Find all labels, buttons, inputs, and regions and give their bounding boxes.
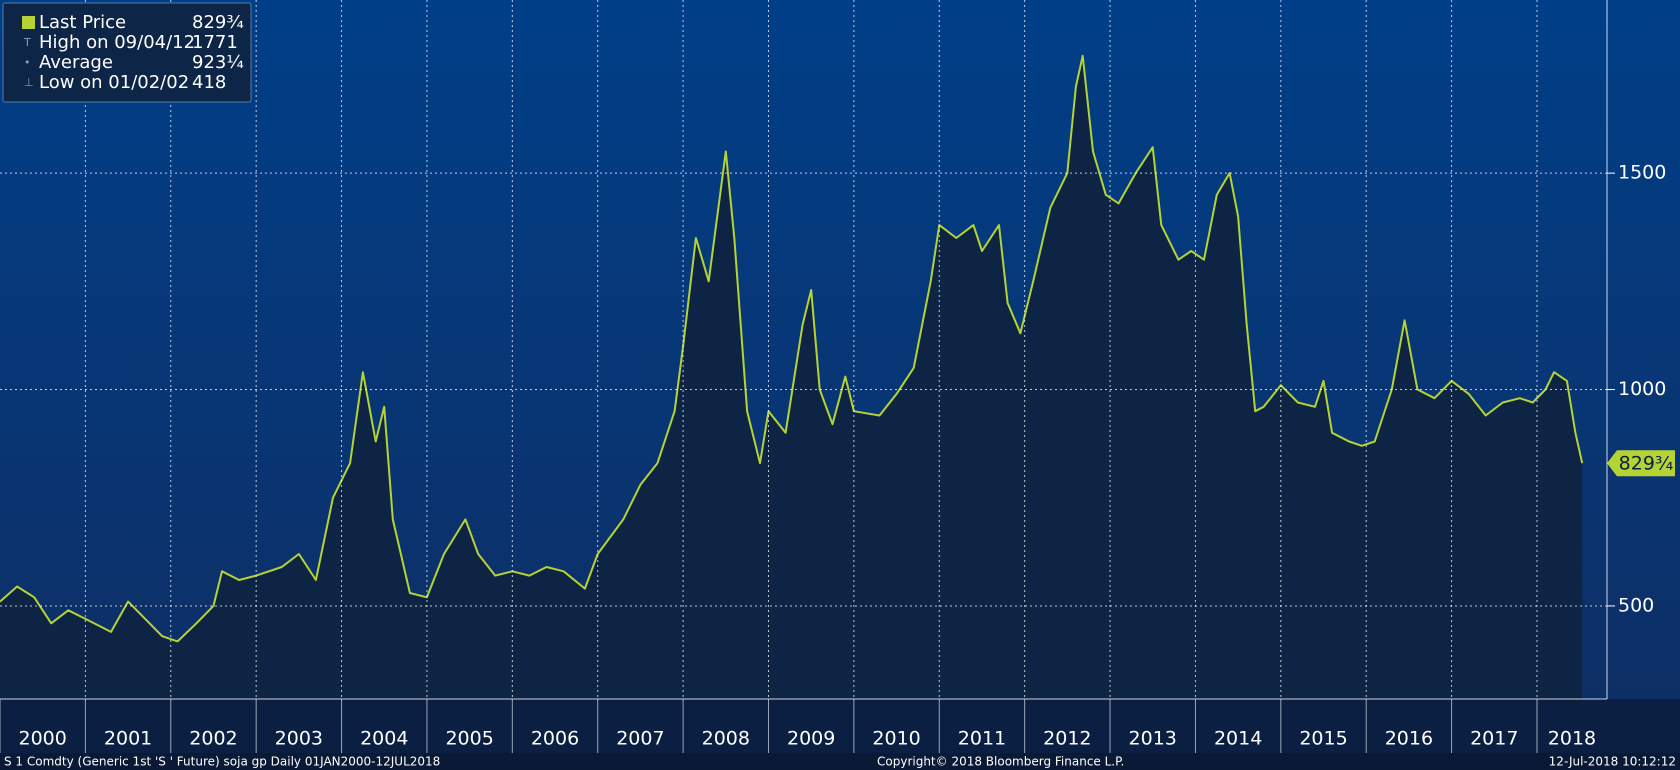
- x-tick-label: 2009: [787, 728, 835, 750]
- x-tick-label: 2003: [275, 728, 323, 750]
- legend-icon: •: [24, 56, 31, 69]
- legend-label: High on 09/04/12: [39, 32, 195, 53]
- line: [0, 54, 1584, 643]
- x-tick-label: 2013: [1129, 728, 1177, 750]
- x-tick-label: 2007: [616, 728, 664, 750]
- legend-swatch: [22, 16, 35, 29]
- footer-copyright: Copyright© 2018 Bloomberg Finance L.P.: [877, 755, 1124, 769]
- x-tick-label: 2017: [1470, 728, 1518, 750]
- x-tick-label: 2006: [531, 728, 579, 750]
- legend-box: [2, 2, 252, 103]
- legend-value: 418: [192, 72, 226, 93]
- legend-label: Low on 01/02/02: [39, 72, 189, 93]
- area: [0, 55, 1583, 700]
- legend-value: 829¾: [192, 12, 244, 33]
- x-tick-label: 2001: [104, 728, 152, 750]
- last-price-tag: [1607, 450, 1675, 477]
- x-tick-label: 2000: [19, 728, 67, 750]
- x-tick-label: 2018: [1548, 728, 1596, 750]
- y-tick-label: 1000: [1618, 378, 1666, 400]
- x-tick-label: 2014: [1214, 728, 1262, 750]
- footer-timestamp: 12-Jul-2018 10:12:12: [1549, 755, 1676, 769]
- footer-band: [0, 753, 1680, 770]
- x-tick-label: 2005: [445, 728, 493, 750]
- plot: [0, 0, 1607, 700]
- y-tick-label: 500: [1618, 594, 1654, 616]
- x-tick-label: 2004: [360, 728, 408, 750]
- x-tick-label: 2015: [1299, 728, 1347, 750]
- x-tick-label: 2011: [958, 728, 1006, 750]
- last-price-label: 829¾: [1619, 453, 1674, 475]
- legend-value: 1771: [192, 32, 238, 53]
- legend-icon: T: [23, 36, 31, 49]
- legend-label: Last Price: [39, 12, 126, 33]
- x-tick-label: 2002: [189, 728, 237, 750]
- legend-value: 923¼: [192, 52, 244, 73]
- x-tick-label: 2016: [1385, 728, 1433, 750]
- footer-source: S 1 Comdty (Generic 1st 'S ' Future) soj…: [4, 755, 440, 769]
- x-axis-band: [0, 699, 1680, 753]
- y-tick-label: 1500: [1618, 162, 1666, 184]
- x-tick-label: 2010: [872, 728, 920, 750]
- legend-icon: ⊥: [24, 76, 34, 89]
- legend-label: Average: [39, 52, 113, 73]
- x-tick-label: 2008: [702, 728, 750, 750]
- x-tick-label: 2012: [1043, 728, 1091, 750]
